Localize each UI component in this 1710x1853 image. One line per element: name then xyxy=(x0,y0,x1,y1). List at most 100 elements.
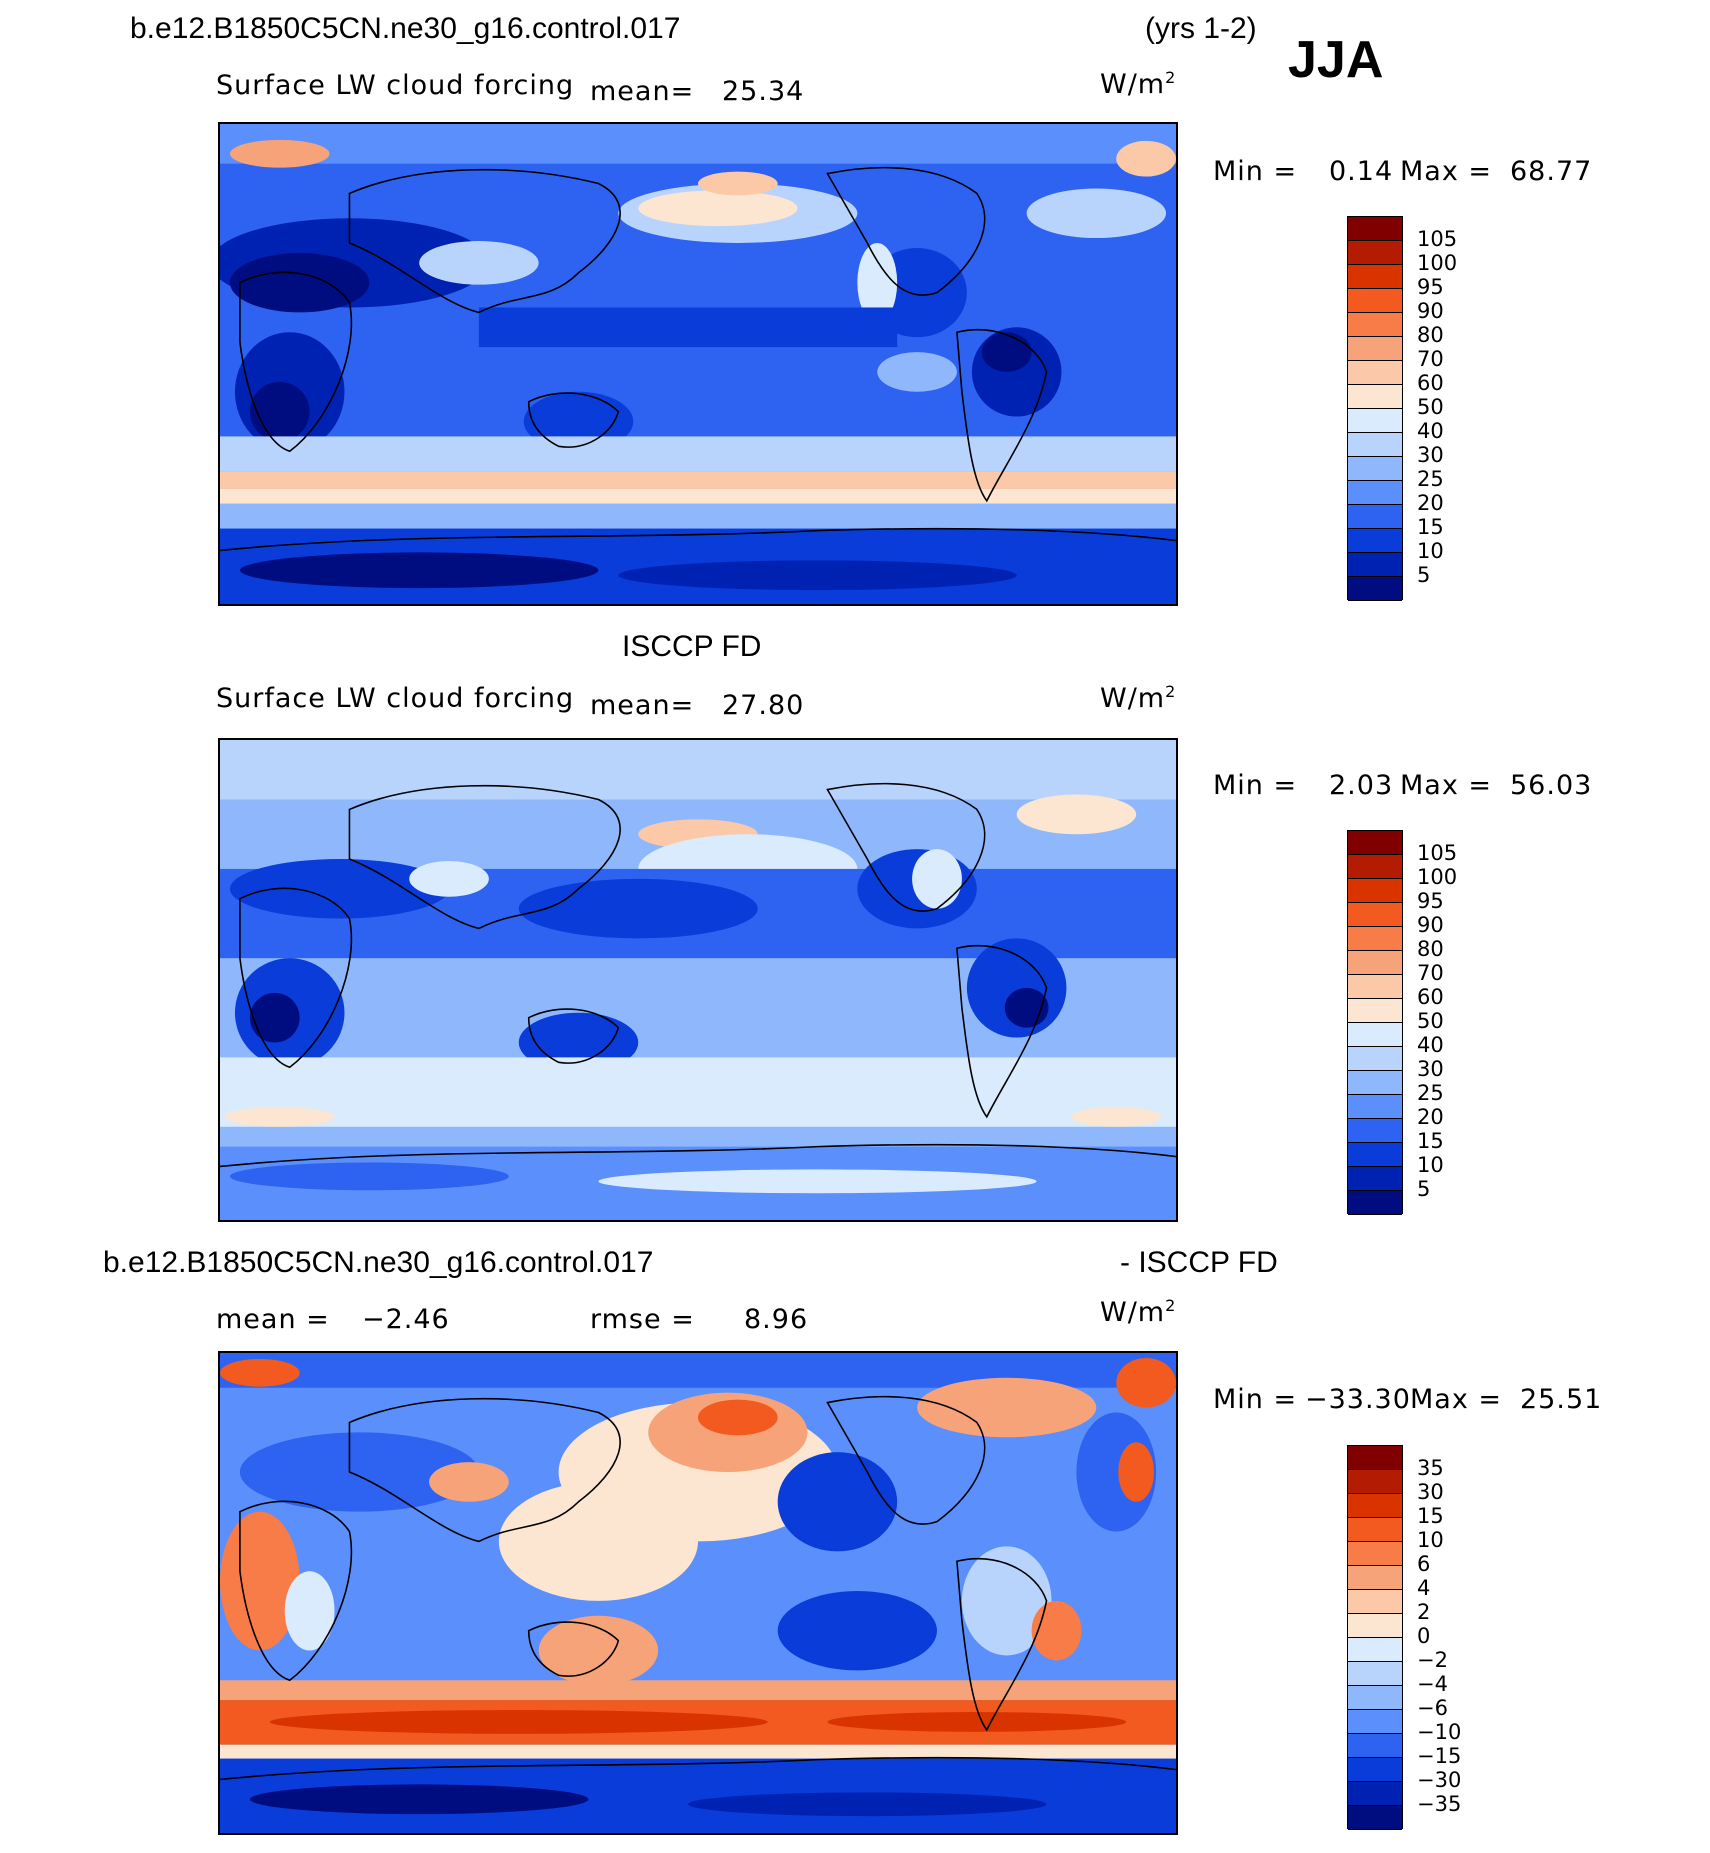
panel3-colorbar-swatches xyxy=(1347,1445,1403,1830)
panel1-min-value: 0.14 xyxy=(1329,156,1394,187)
colorbar-tick-label: 90 xyxy=(1417,913,1444,937)
colorbar-tick-label: 70 xyxy=(1417,961,1444,985)
colorbar-tick-label: 4 xyxy=(1417,1576,1431,1600)
panel1-variable: Surface LW cloud forcing xyxy=(216,70,575,101)
colorbar-swatch xyxy=(1348,1446,1402,1470)
panel3-units: W/m2 xyxy=(1100,1296,1177,1328)
colorbar-swatch xyxy=(1348,975,1402,999)
panel2-mean-label: mean= xyxy=(590,690,695,721)
panel3-max-value: 25.51 xyxy=(1520,1384,1603,1415)
colorbar-tick-label: −35 xyxy=(1417,1792,1462,1816)
colorbar-tick-label: 30 xyxy=(1417,1480,1444,1504)
colorbar-tick-label: 40 xyxy=(1417,1033,1444,1057)
colorbar-tick-label: −4 xyxy=(1417,1672,1448,1696)
colorbar-tick-label: 60 xyxy=(1417,371,1444,395)
colorbar-tick-label: 50 xyxy=(1417,395,1444,419)
colorbar-tick-label: 15 xyxy=(1417,1504,1444,1528)
panel1-max-value: 68.77 xyxy=(1510,156,1593,187)
panel3-mean-value: −2.46 xyxy=(362,1304,450,1335)
panel3-min-label: Min = xyxy=(1213,1384,1298,1415)
colorbar-tick-label: 5 xyxy=(1417,1177,1431,1201)
colorbar-swatch xyxy=(1348,1023,1402,1047)
colorbar-tick-label: 15 xyxy=(1417,515,1444,539)
colorbar-swatch xyxy=(1348,1758,1402,1782)
panel1-colorbar-swatches xyxy=(1347,216,1403,601)
panel2-units: W/m2 xyxy=(1100,682,1177,714)
colorbar-swatch xyxy=(1348,433,1402,457)
panel1-mean-label: mean= xyxy=(590,76,695,107)
panel2-map xyxy=(218,738,1178,1222)
colorbar-swatch xyxy=(1348,457,1402,481)
colorbar-swatch xyxy=(1348,1782,1402,1806)
panel1-max-label: Max = xyxy=(1400,156,1493,187)
colorbar-tick-label: 100 xyxy=(1417,865,1458,889)
colorbar-swatch xyxy=(1348,1191,1402,1215)
panel2-max-label: Max = xyxy=(1400,770,1493,801)
colorbar-swatch xyxy=(1348,1686,1402,1710)
colorbar-tick-label: 25 xyxy=(1417,467,1444,491)
panel1-units: W/m2 xyxy=(1100,68,1177,100)
colorbar-swatch xyxy=(1348,1167,1402,1191)
colorbar-swatch xyxy=(1348,1566,1402,1590)
colorbar-swatch xyxy=(1348,1119,1402,1143)
colorbar-tick-label: 95 xyxy=(1417,275,1444,299)
colorbar-swatch xyxy=(1348,1806,1402,1830)
colorbar-swatch xyxy=(1348,903,1402,927)
colorbar-swatch xyxy=(1348,265,1402,289)
colorbar-tick-label: 80 xyxy=(1417,323,1444,347)
colorbar-tick-label: 2 xyxy=(1417,1600,1431,1624)
colorbar-swatch xyxy=(1348,1734,1402,1758)
colorbar-tick-label: 30 xyxy=(1417,1057,1444,1081)
colorbar-swatch xyxy=(1348,1494,1402,1518)
years-label: (yrs 1-2) xyxy=(1145,12,1257,45)
colorbar-swatch xyxy=(1348,289,1402,313)
colorbar-swatch xyxy=(1348,1710,1402,1734)
panel3-title-right: - ISCCP FD xyxy=(1120,1246,1278,1279)
colorbar-tick-label: −10 xyxy=(1417,1720,1462,1744)
colorbar-swatch xyxy=(1348,313,1402,337)
colorbar-swatch xyxy=(1348,951,1402,975)
panel1-mean-value: 25.34 xyxy=(722,76,805,107)
colorbar-tick-label: 25 xyxy=(1417,1081,1444,1105)
colorbar-tick-label: 40 xyxy=(1417,419,1444,443)
colorbar-tick-label: 60 xyxy=(1417,985,1444,1009)
colorbar-swatch xyxy=(1348,1071,1402,1095)
panel3-min-value: −33.30 xyxy=(1305,1384,1411,1415)
panel2-colorbar-swatches xyxy=(1347,830,1403,1215)
colorbar-tick-label: −6 xyxy=(1417,1696,1448,1720)
colorbar-swatch xyxy=(1348,1095,1402,1119)
panel2-mean-value: 27.80 xyxy=(722,690,805,721)
colorbar-swatch xyxy=(1348,553,1402,577)
colorbar-tick-label: −2 xyxy=(1417,1648,1448,1672)
colorbar-tick-label: 0 xyxy=(1417,1624,1431,1648)
colorbar-tick-label: 30 xyxy=(1417,443,1444,467)
colorbar-swatch xyxy=(1348,1590,1402,1614)
colorbar-swatch xyxy=(1348,1143,1402,1167)
colorbar-swatch xyxy=(1348,385,1402,409)
colorbar-swatch xyxy=(1348,927,1402,951)
colorbar-swatch xyxy=(1348,481,1402,505)
colorbar-tick-label: 10 xyxy=(1417,539,1444,563)
colorbar-swatch xyxy=(1348,241,1402,265)
colorbar-tick-label: 20 xyxy=(1417,1105,1444,1129)
panel2-min-label: Min = xyxy=(1213,770,1298,801)
case-title: b.e12.B1850C5CN.ne30_g16.control.017 xyxy=(130,12,681,45)
panel3-max-label: Max = xyxy=(1410,1384,1503,1415)
colorbar-tick-label: 35 xyxy=(1417,1456,1444,1480)
panel3-rmse-label: rmse = xyxy=(590,1304,695,1335)
colorbar-swatch xyxy=(1348,831,1402,855)
colorbar-swatch xyxy=(1348,1662,1402,1686)
colorbar-tick-label: 10 xyxy=(1417,1153,1444,1177)
colorbar-swatch xyxy=(1348,577,1402,601)
panel3-map xyxy=(218,1351,1178,1835)
colorbar-swatch xyxy=(1348,1614,1402,1638)
colorbar-swatch xyxy=(1348,1470,1402,1494)
colorbar-tick-label: 80 xyxy=(1417,937,1444,961)
panel3-rmse-value: 8.96 xyxy=(744,1304,809,1335)
panel3-mean-label: mean = xyxy=(216,1304,330,1335)
colorbar-swatch xyxy=(1348,1542,1402,1566)
colorbar-tick-label: −30 xyxy=(1417,1768,1462,1792)
colorbar-swatch xyxy=(1348,1638,1402,1662)
colorbar-tick-label: 90 xyxy=(1417,299,1444,323)
colorbar-tick-label: 5 xyxy=(1417,563,1431,587)
